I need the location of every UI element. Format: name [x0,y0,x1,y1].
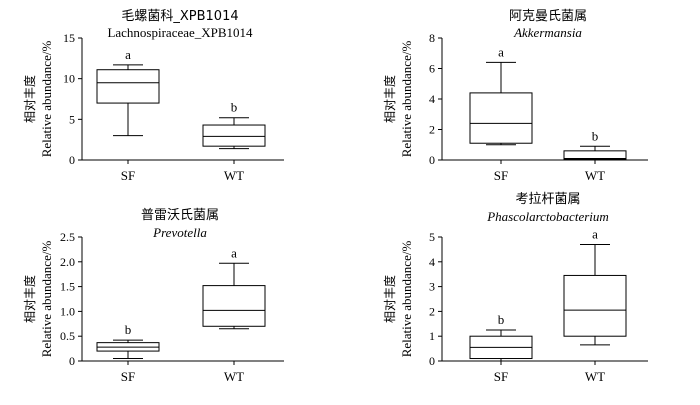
y-tick-label: 5 [429,230,435,244]
significance-letter: b [498,312,505,327]
iqr-box [563,274,627,337]
y-tick-label: 1 [429,329,435,343]
panel-subtitle: Phascolarctobacterium [486,209,609,224]
y-axis-label-en: Relative abundance/% [39,241,54,358]
x-tick-label: SF [121,168,135,183]
x-tick-label: WT [224,369,244,384]
y-tick-label: 5 [69,112,75,126]
panel-title: 毛螺菌科_XPB1014 [121,9,238,24]
significance-letter: a [592,226,598,241]
y-tick-label: 8 [429,31,435,45]
y-axis-label-en: Relative abundance/% [399,241,414,358]
panel-subtitle: Akkermansia [513,25,582,40]
y-tick-label: 4 [429,92,435,106]
significance-letter: a [498,44,504,59]
iqr-box [202,285,266,327]
panel-subtitle: Lachnospiraceae_XPB1014 [107,25,253,40]
y-tick-label: 1.0 [60,304,75,318]
panel-title: 考拉杆菌属 [515,192,580,207]
x-tick-label: WT [585,168,605,183]
significance-letter: a [231,245,237,260]
y-tick-label: 2.0 [60,255,75,269]
y-tick-label: 0 [429,153,435,167]
y-axis-label-cn: 相对丰度 [22,275,37,323]
significance-letter: a [125,47,131,62]
x-tick-label: SF [494,168,508,183]
significance-letter: b [231,100,238,115]
y-axis-label-en: Relative abundance/% [399,41,414,158]
box-SF: b [469,312,533,362]
y-tick-label: 2 [429,304,435,318]
y-tick-label: 3 [429,280,435,294]
x-tick-label: WT [224,168,244,183]
y-tick-label: 0 [429,354,435,368]
iqr-box [96,69,160,104]
y-axis-label-cn: 相对丰度 [22,75,37,123]
x-tick-label: SF [121,369,135,384]
panel-4: 考拉杆菌属 Phascolarctobacterium 相对丰度 Relative a… [382,192,648,384]
x-tick-label: SF [494,369,508,384]
y-tick-label: 15 [63,31,75,45]
panel-subtitle: Prevotella [152,225,207,240]
box-SF: a [96,47,160,137]
y-tick-label: 10 [63,72,75,86]
panel-title: 普雷沃氏菌属 [141,208,219,223]
y-axis-label-cn: 相对丰度 [382,75,397,123]
significance-letter: b [592,128,599,143]
y-tick-label: 2 [429,123,435,137]
y-tick-label: 0 [69,153,75,167]
y-tick-label: 6 [429,62,435,76]
box-WT: a [563,226,627,346]
x-tick-label: WT [585,369,605,384]
panel-title: 阿克曼氏菌属 [509,9,587,24]
y-axis-label-cn: 相对丰度 [382,275,397,323]
significance-letter: b [125,322,132,337]
box-WT: a [202,245,266,330]
y-tick-label: 0 [69,354,75,368]
y-tick-label: 0.5 [60,329,75,343]
y-tick-label: 4 [429,255,435,269]
box-SF: a [469,44,533,146]
panel-3: 普雷沃氏菌属 Prevotella 相对丰度 Relative abundance/%… [22,208,284,384]
y-tick-label: 2.5 [60,230,75,244]
iqr-box [469,92,533,144]
iqr-box [202,124,266,147]
y-tick-label: 1.5 [60,280,75,294]
box-WT: b [563,128,627,161]
box-WT: b [202,100,266,150]
y-axis-label-en: Relative abundance/% [39,41,54,158]
iqr-box [563,150,627,160]
box-SF: b [96,322,160,360]
